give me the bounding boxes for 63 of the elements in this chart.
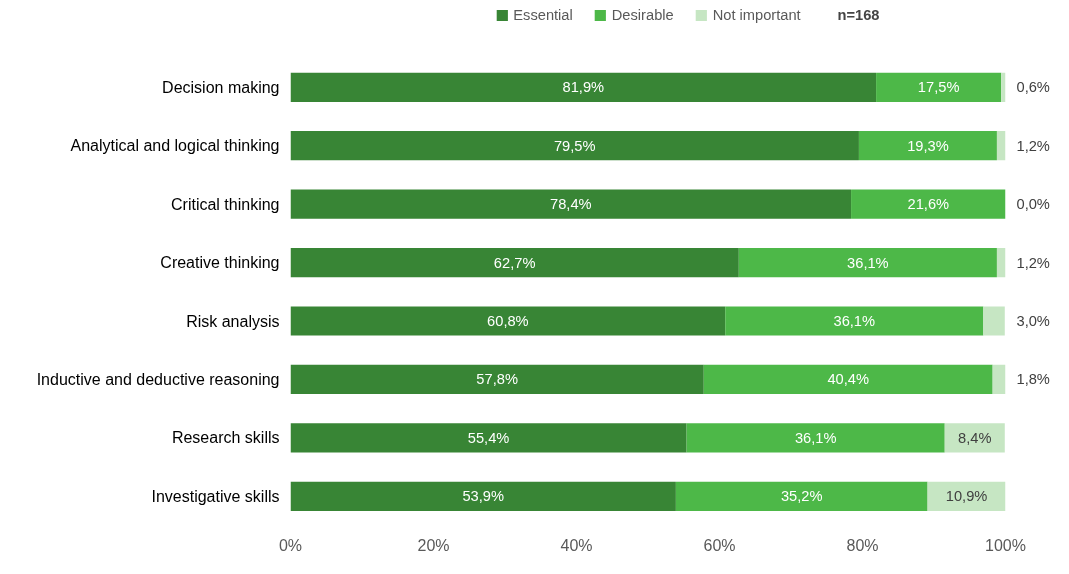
data-label: 53,9% bbox=[462, 488, 504, 505]
bar bbox=[290, 423, 687, 453]
data-label: 3,0% bbox=[1016, 313, 1050, 330]
data-label: 36,1% bbox=[794, 429, 837, 446]
bar bbox=[851, 189, 1006, 219]
data-label: 60,8% bbox=[487, 313, 529, 330]
x-tick-label: 100% bbox=[985, 536, 1026, 554]
data-label: 21,6% bbox=[907, 196, 950, 213]
data-label: 79,5% bbox=[553, 137, 596, 154]
bar bbox=[290, 481, 676, 511]
data-label: 35,2% bbox=[780, 488, 823, 505]
bar bbox=[290, 364, 704, 395]
data-label: 78,4% bbox=[550, 196, 592, 213]
legend-label: Not important bbox=[712, 7, 801, 23]
x-tick-label: 40% bbox=[560, 536, 593, 554]
data-label: 8,4% bbox=[958, 429, 992, 446]
y-tick-label: Research skills bbox=[171, 429, 280, 447]
data-label: 36,1% bbox=[847, 254, 889, 271]
data-label: 19,3% bbox=[907, 137, 949, 154]
y-tick-label: Risk analysis bbox=[186, 312, 280, 330]
y-tick-label: Inductive and deductive reasoning bbox=[36, 370, 280, 388]
bar bbox=[686, 423, 945, 453]
bar bbox=[675, 481, 928, 511]
bar bbox=[996, 247, 1006, 278]
data-label: 1,8% bbox=[1016, 371, 1050, 388]
data-label: 0,0% bbox=[1016, 196, 1050, 213]
bar bbox=[290, 72, 877, 102]
legend-label: Essential bbox=[513, 7, 573, 23]
legend-label: Desirable bbox=[611, 7, 674, 23]
bar bbox=[290, 306, 726, 336]
x-tick-label: 80% bbox=[846, 536, 879, 554]
data-label: 55,4% bbox=[467, 429, 510, 446]
x-tick-label: 0% bbox=[278, 536, 303, 554]
y-tick-label: Decision making bbox=[162, 78, 280, 96]
data-label: 17,5% bbox=[917, 79, 960, 96]
bar bbox=[703, 364, 993, 395]
bar bbox=[738, 247, 997, 278]
data-label: 36,1% bbox=[833, 313, 876, 330]
data-label: 81,9% bbox=[562, 79, 605, 96]
data-label: 62,7% bbox=[493, 254, 536, 271]
bar bbox=[1001, 72, 1006, 102]
y-tick-label: Analytical and logical thinking bbox=[70, 137, 280, 155]
data-label: 1,2% bbox=[1016, 254, 1050, 271]
bar bbox=[996, 131, 1006, 161]
data-label: 10,9% bbox=[945, 488, 988, 505]
y-tick-label: Critical thinking bbox=[171, 195, 280, 213]
x-tick-label: 60% bbox=[703, 536, 736, 554]
y-tick-label: Creative thinking bbox=[160, 254, 280, 272]
bar bbox=[290, 247, 739, 278]
bar bbox=[992, 364, 1006, 395]
y-tick-label: Investigative skills bbox=[151, 487, 280, 505]
data-label: 0,6% bbox=[1016, 79, 1050, 96]
bar bbox=[290, 131, 859, 161]
bar bbox=[725, 306, 984, 336]
data-label: 1,2% bbox=[1016, 137, 1050, 154]
bar bbox=[858, 131, 997, 161]
data-label: 57,8% bbox=[476, 371, 518, 388]
bar bbox=[876, 72, 1002, 102]
bar bbox=[290, 189, 852, 219]
data-label: 40,4% bbox=[827, 371, 869, 388]
bar bbox=[983, 306, 1005, 336]
x-tick-label: 20% bbox=[417, 536, 450, 554]
text: n=168 bbox=[837, 6, 880, 23]
